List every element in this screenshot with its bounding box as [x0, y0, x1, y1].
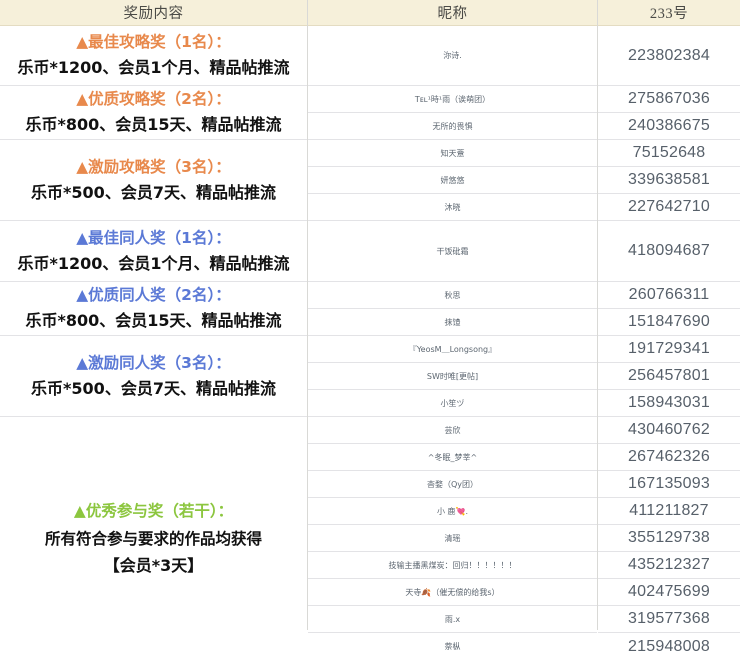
id-cell: 227642710	[598, 194, 740, 221]
id-cell: 260766311	[598, 282, 740, 309]
nickname-cell: 沵诗.	[308, 26, 597, 86]
prize-cell: ▲最佳攻略奖（1名）： 乐币*1200、会员1个月、精品帖推流	[0, 26, 307, 86]
id-cell: 339638581	[598, 167, 740, 194]
nickname-cell: SW时唯[更帖]	[308, 363, 597, 390]
id-cell: 275867036	[598, 86, 740, 113]
prize-cell: ▲优质攻略奖（2名）： 乐币*800、会员15天、精品帖推流	[0, 86, 307, 140]
prize-description: 所有符合参与要求的作品均获得	[44, 529, 262, 548]
prize-title: ▲优质同人奖（2名）：	[76, 286, 231, 305]
prize-cell: ▲优质同人奖（2名）： 乐币*800、会员15天、精品帖推流	[0, 282, 307, 336]
nickname-cell: 杳婺（Qy团）	[308, 471, 597, 498]
id-cell: 240386675	[598, 113, 740, 140]
nickname-cell: 技输主播黑煤炭：回归！！！！！！	[308, 552, 597, 579]
nickname-cell: 知天薏	[308, 140, 597, 167]
nickname-cell: 干饭砒霜	[308, 221, 597, 282]
nickname-cell: 沐晓	[308, 194, 597, 221]
id-cell: 411211827	[598, 498, 740, 525]
nickname-column: 昵称 沵诗. Tᴇʟ¹時¹雨（诶萌团） 无所的畏惧 知天薏 妍悠悠 沐晓 干饭砒霜 秋思 抹馇『…	[308, 0, 598, 651]
prize-title: ▲最佳攻略奖（1名）：	[76, 33, 231, 52]
prize-description: 乐币*500、会员7天、精品帖推流	[31, 182, 276, 202]
prize-title: ▲激励攻略奖（3名）：	[76, 157, 231, 176]
id-cell: 158943031	[598, 390, 740, 417]
nickname-cell: 萘枞	[444, 642, 461, 651]
prize-description: 乐币*800、会员15天、精品帖推流	[25, 311, 282, 331]
prize-title: ▲最佳同人奖（1名）：	[76, 228, 231, 247]
id-cell: 223802384	[598, 26, 740, 86]
prize-title: ▲优质攻略奖（2名）：	[76, 90, 231, 109]
prize-description: 乐币*1200、会员1个月、精品帖推流	[17, 58, 290, 78]
id-cell: 167135093	[598, 471, 740, 498]
id-cell: 75152648	[598, 140, 740, 167]
prize-cell: ▲优秀参与奖（若干）： 所有符合参与要求的作品均获得 【会员*3天】	[0, 417, 307, 660]
nickname-cell: 小 鹿💘.	[308, 498, 597, 525]
nickname-cell: Tᴇʟ¹時¹雨（诶萌团）	[308, 86, 597, 113]
prize-title: ▲激励同人奖（3名）：	[76, 353, 231, 372]
prize-cell: ▲最佳同人奖（1名）： 乐币*1200、会员1个月、精品帖推流	[0, 221, 307, 282]
header-nickname: 昵称	[308, 0, 597, 26]
prize-description: 乐币*500、会员7天、精品帖推流	[31, 378, 276, 398]
id-cell: 418094687	[598, 221, 740, 282]
nickname-cell: 小笙ヅ	[308, 390, 597, 417]
nickname-cell: 雨.x	[308, 606, 597, 633]
nickname-cell: 清瑶	[308, 525, 597, 552]
id-cell: 256457801	[598, 363, 740, 390]
prize-cell: ▲激励攻略奖（3名）： 乐币*500、会员7天、精品帖推流	[0, 140, 307, 221]
id-cell: 267462326	[598, 444, 740, 471]
prize-description-secondary: 【会员*3天】	[103, 555, 204, 575]
prize-column: 奖励内容 ▲最佳攻略奖（1名）： 乐币*1200、会员1个月、精品帖推流 ▲优质攻略…	[0, 0, 308, 630]
id-cell: 355129738	[598, 525, 740, 552]
id-cell: 430460762	[598, 417, 740, 444]
nickname-cell: 妍悠悠	[308, 167, 597, 194]
id-cell: 151847690	[598, 309, 740, 336]
nickname-cell: 『YeosM＿Longsong』	[308, 336, 597, 363]
nickname-cell: 秋思	[308, 282, 597, 309]
nickname-cell: 芸欣	[308, 417, 597, 444]
nickname-cell: ^冬眠_梦莘^	[308, 444, 597, 471]
prize-title: ▲优秀参与奖（若干）：	[73, 501, 234, 520]
id-cell: 319577368	[598, 606, 740, 633]
id-cell: 402475699	[598, 579, 740, 606]
prize-cell: ▲激励同人奖（3名）： 乐币*500、会员7天、精品帖推流	[0, 336, 307, 417]
id-cell: 215948008	[628, 637, 710, 655]
nickname-cell: 天寺🍂（催无偿的给我s）	[308, 579, 597, 606]
nickname-cell: 抹馇	[308, 309, 597, 336]
prize-description: 乐币*800、会员15天、精品帖推流	[25, 115, 282, 135]
id-column: 233号 223802384 275867036 240386675 75152648…	[598, 0, 740, 655]
header-prize: 奖励内容	[0, 0, 307, 26]
id-cell: 435212327	[598, 552, 740, 579]
header-id: 233号	[598, 0, 740, 26]
prize-description: 乐币*1200、会员1个月、精品帖推流	[17, 253, 290, 273]
id-cell: 191729341	[598, 336, 740, 363]
nickname-cell: 无所的畏惧	[308, 113, 597, 140]
